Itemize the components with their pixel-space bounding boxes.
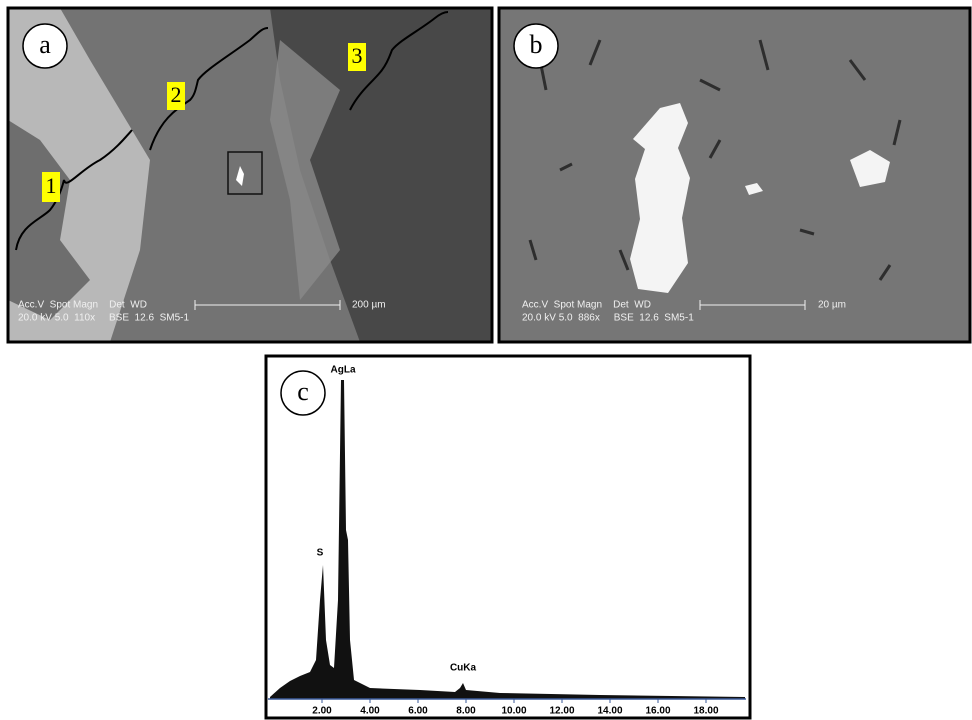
scale-values: 20.0 kV 5.0 886x BSE 12.6 SM5-1 <box>522 313 694 324</box>
panel-label: c <box>297 377 309 406</box>
x-tick-label: 18.00 <box>693 706 718 717</box>
peak-label: S <box>317 548 324 559</box>
panel-a: 1 2 3 Acc.V Spot Magn Det WD 20.0 kV 5.0… <box>8 8 492 342</box>
scale-header: Acc.V Spot Magn Det WD <box>522 300 651 311</box>
zone-label: 1 <box>46 173 57 198</box>
scale-header: Acc.V Spot Magn Det WD <box>18 300 147 311</box>
x-tick-label: 14.00 <box>597 706 622 717</box>
x-tick-label: 2.00 <box>312 706 332 717</box>
panel-label: b <box>530 30 543 59</box>
scale-bar-label: 20 µm <box>818 300 846 311</box>
zone-label: 3 <box>352 43 363 68</box>
sem-image <box>499 8 970 342</box>
figure: 1 2 3 Acc.V Spot Magn Det WD 20.0 kV 5.0… <box>0 0 972 720</box>
x-tick-label: 10.00 <box>501 706 526 717</box>
panel-label: a <box>39 30 51 59</box>
peak-label: AgLa <box>331 365 356 376</box>
x-tick-label: 4.00 <box>360 706 380 717</box>
scale-bar-label: 200 µm <box>352 300 386 311</box>
peak-label: CuKa <box>450 663 477 674</box>
x-tick-label: 8.00 <box>456 706 476 717</box>
x-tick-label: 12.00 <box>549 706 574 717</box>
x-tick-label: 16.00 <box>645 706 670 717</box>
panel-b: Acc.V Spot Magn Det WD 20.0 kV 5.0 886x … <box>499 8 970 342</box>
panel-c: S AgLa CuKa c 2.00 4.00 6.00 8.00 10.00 12.00… <box>266 356 750 718</box>
x-tick-label: 6.00 <box>408 706 428 717</box>
zone-label: 2 <box>171 82 182 107</box>
scale-values: 20.0 kV 5.0 110x BSE 12.6 SM5-1 <box>18 313 189 324</box>
